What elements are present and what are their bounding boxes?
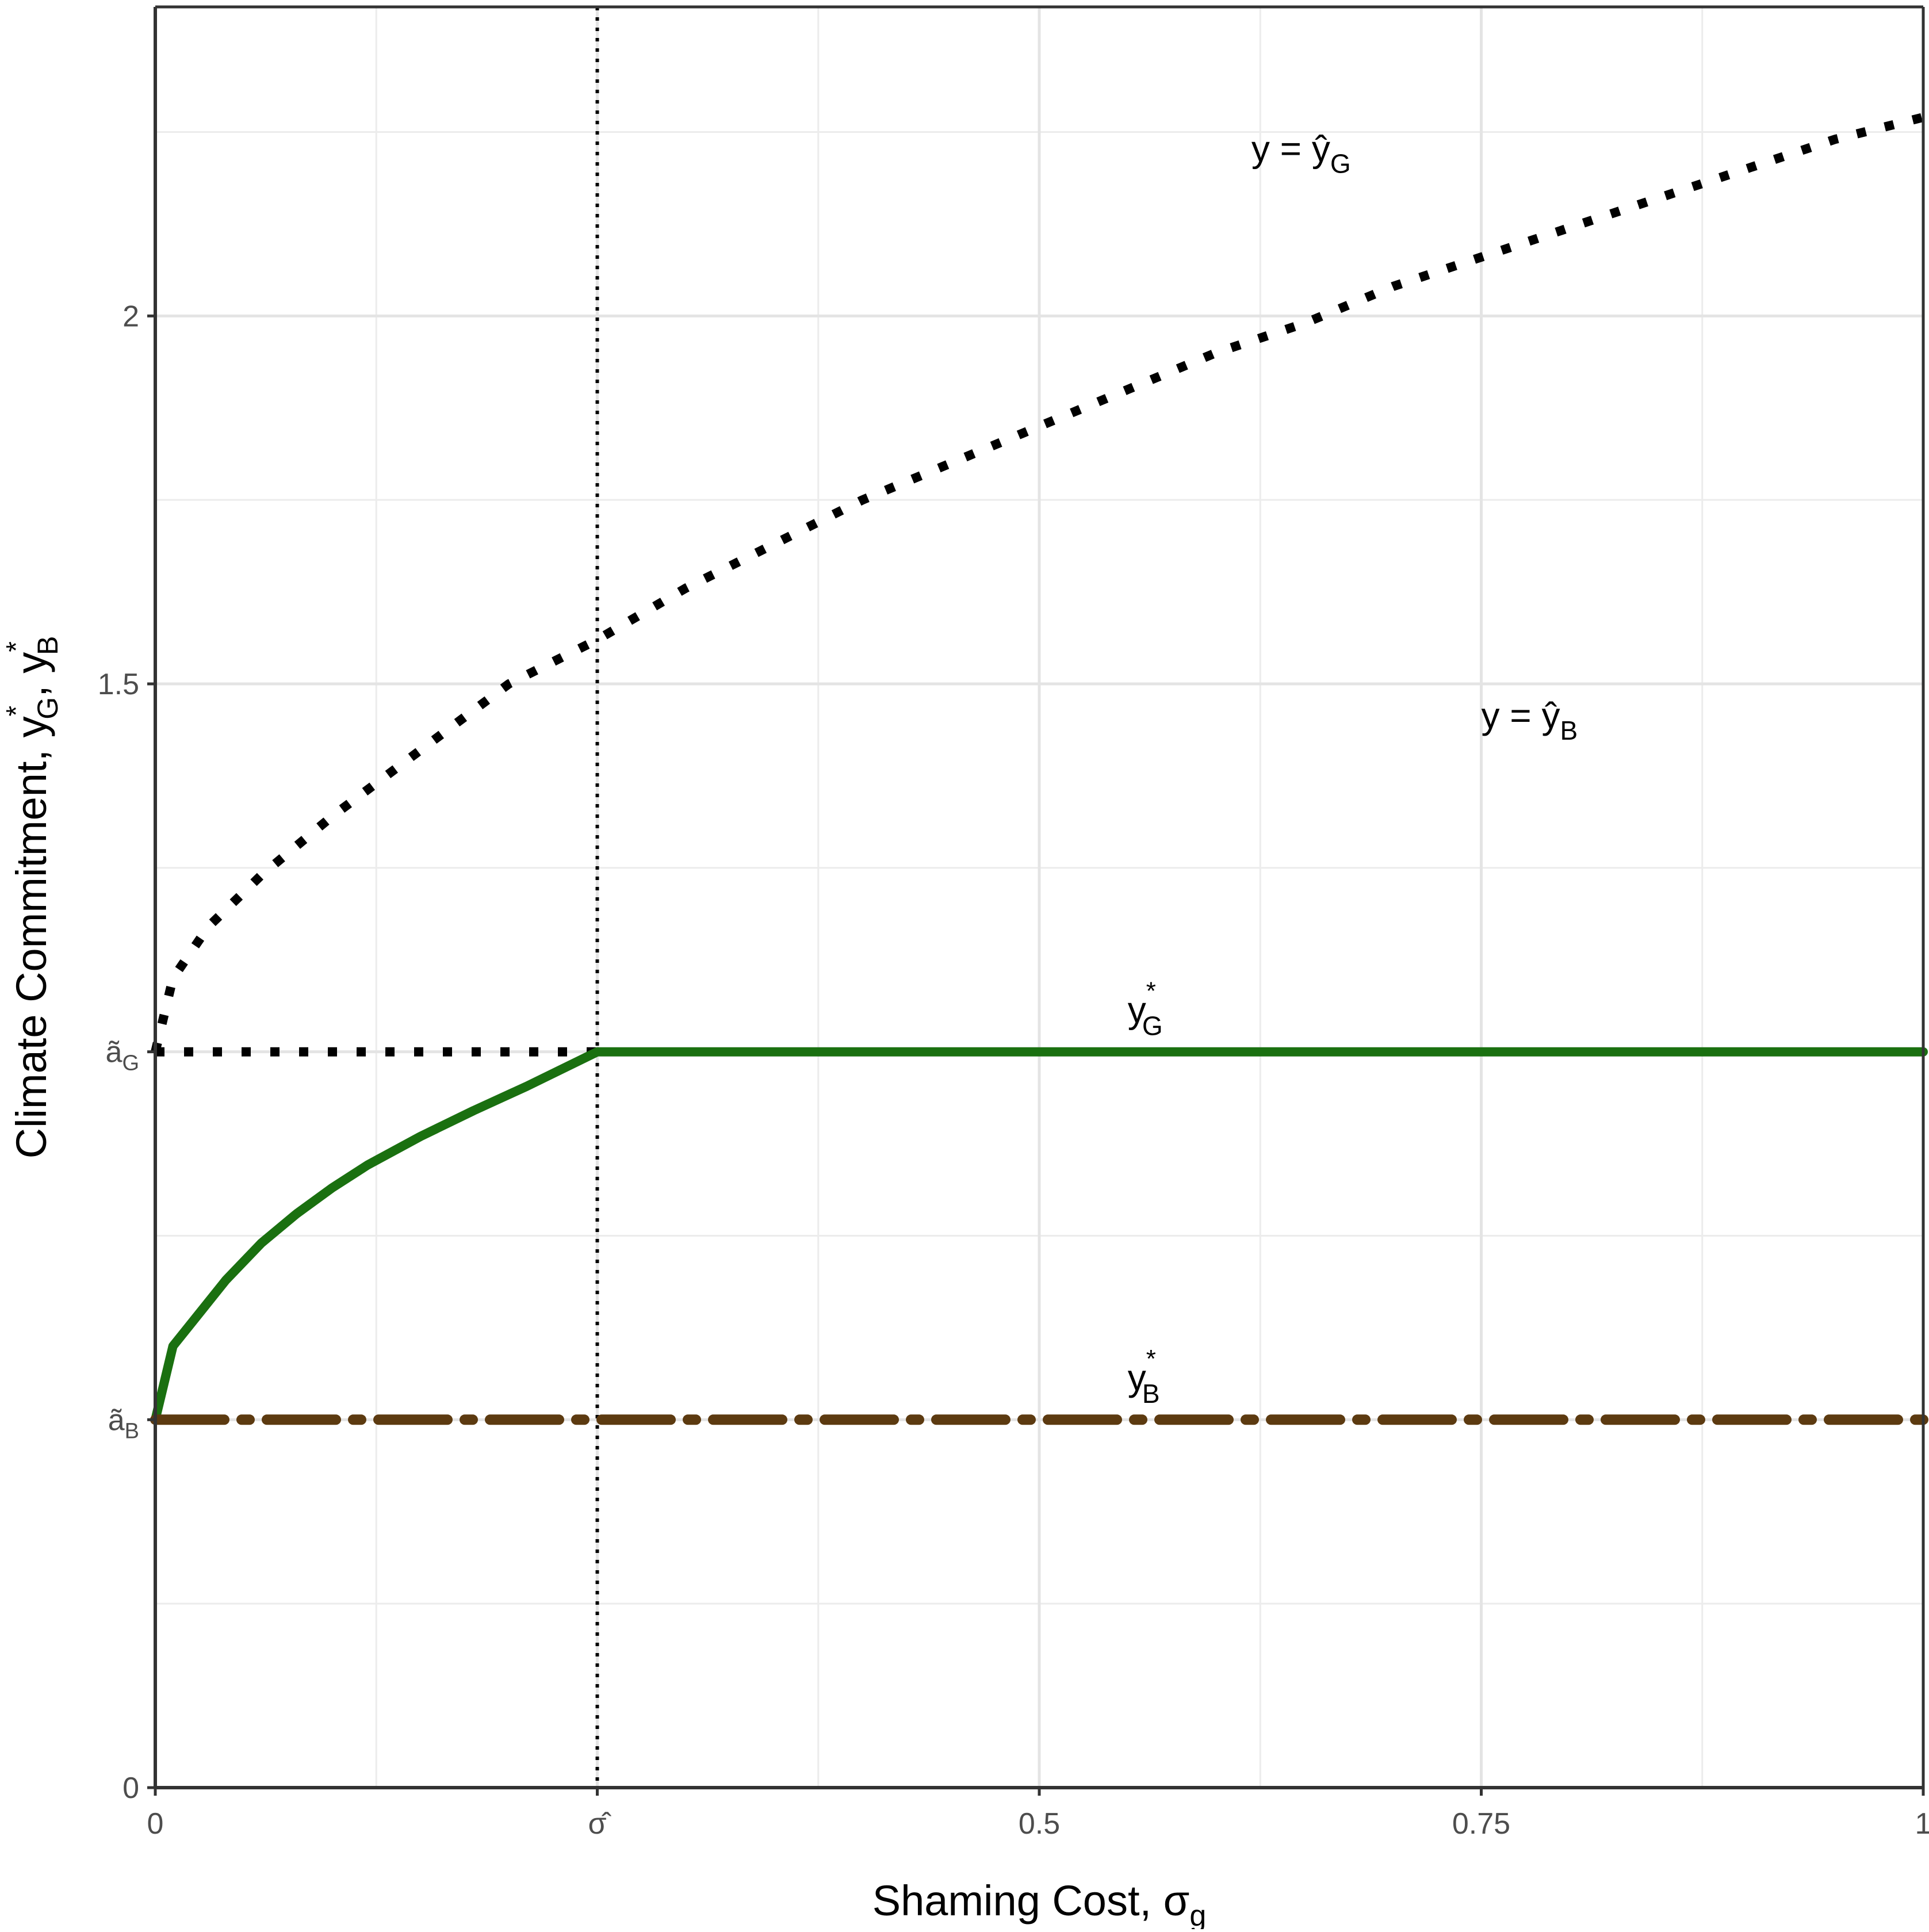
y-star-g-series-line [151,1047,1928,1425]
x-axis-title: Shaming Cost, σg [872,1877,1207,1929]
x-tick-label: 0.75 [1452,1807,1510,1841]
y-tick-label: 2 [123,300,139,333]
y-tick-label: 1.5 [98,668,139,701]
axis-layer: 0 σ̂ 0.5 0.75 1 0 ãB ãG 1.5 2 [98,5,1929,1841]
y-tick-label: ãG [106,1036,139,1076]
series-annotation: y* B [1128,1345,1160,1409]
grid-layer [154,7,1925,1789]
y-axis-title: Climate Commitment, y*G, y*B [1,636,64,1159]
y-tick-label: ãB [108,1403,139,1443]
x-tick-label: 0.5 [1019,1807,1060,1841]
y-tick-label: 0 [123,1772,139,1805]
series-layer [150,113,1928,1425]
annotation-layer: y = ŷG y = ŷB y* G y* B [1128,128,1578,1409]
series-annotation: y = ŷB [1482,695,1578,745]
x-tick-label: 0 [147,1807,164,1841]
x-tick-label: 1 [1915,1807,1929,1841]
series-annotation: y* G [1128,977,1163,1040]
x-tick-label: σ̂ [588,1807,611,1841]
series-annotation: y = ŷG [1251,128,1351,179]
